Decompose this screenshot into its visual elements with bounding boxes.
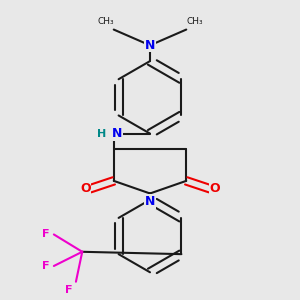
- Text: F: F: [42, 230, 49, 239]
- Text: CH₃: CH₃: [186, 17, 203, 26]
- Text: N: N: [112, 127, 122, 140]
- Text: CH₃: CH₃: [97, 17, 114, 26]
- Text: H: H: [97, 129, 106, 139]
- Text: O: O: [80, 182, 91, 195]
- Text: N: N: [145, 39, 155, 52]
- Text: F: F: [42, 261, 49, 271]
- Text: O: O: [209, 182, 220, 195]
- Text: N: N: [145, 195, 155, 208]
- Text: F: F: [65, 285, 73, 295]
